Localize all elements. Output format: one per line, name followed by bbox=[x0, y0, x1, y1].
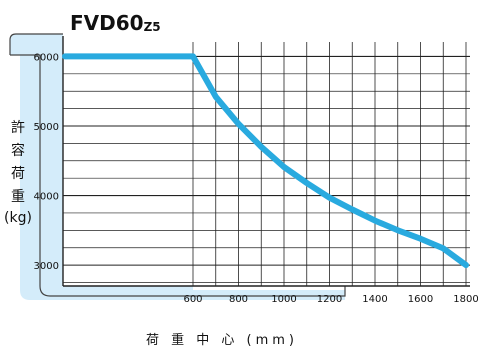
y-axis-label-char-1: 許 bbox=[11, 120, 25, 136]
y-tick-labels: 3000 4000 5000 6000 bbox=[34, 52, 59, 272]
frame-fill bbox=[10, 34, 345, 300]
y-axis-label-char-4: 重 bbox=[11, 189, 25, 205]
x-tick-labels: 600 800 1000 1200 1400 1600 1800 bbox=[183, 294, 478, 305]
y-tick-label: 4000 bbox=[34, 192, 59, 203]
x-tick-label: 1200 bbox=[317, 294, 342, 305]
y-axis-label: 許 容 荷 重 (kg) bbox=[4, 120, 32, 226]
y-axis-label-char-2: 容 bbox=[11, 142, 25, 159]
chart-frame bbox=[9, 33, 472, 300]
model-title: FVD60Z5 bbox=[70, 11, 161, 35]
y-axis-label-char-3: 荷 bbox=[11, 166, 25, 182]
model-suffix: Z5 bbox=[144, 20, 161, 34]
y-tick-label: 3000 bbox=[34, 261, 59, 272]
plot-background bbox=[63, 40, 472, 286]
grid bbox=[62, 36, 470, 287]
y-axis-label-unit: (kg) bbox=[4, 210, 32, 226]
x-tick-label: 1600 bbox=[408, 294, 433, 305]
frame-outline bbox=[10, 54, 346, 297]
x-tick-label: 800 bbox=[229, 294, 248, 305]
capacity-curve bbox=[62, 53, 469, 269]
y-tick-label: 6000 bbox=[34, 52, 59, 63]
frame-top-bracket bbox=[9, 33, 63, 55]
x-axis-label: 荷 重 中 心 (mm) bbox=[146, 332, 298, 348]
capacity-curve-layer bbox=[62, 53, 469, 269]
x-tick-label: 600 bbox=[183, 294, 202, 305]
x-tick-label: 1400 bbox=[362, 294, 387, 305]
model-name: FVD60 bbox=[70, 11, 144, 35]
x-tick-label: 1000 bbox=[271, 294, 296, 305]
y-tick-label: 5000 bbox=[34, 122, 59, 133]
x-tick-label: 1800 bbox=[453, 294, 478, 305]
